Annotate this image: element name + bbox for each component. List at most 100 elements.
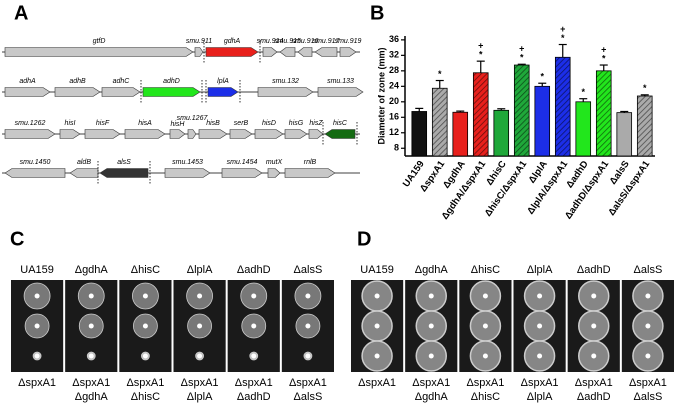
gene-arrow [314, 47, 338, 57]
gene-label: hisH [170, 121, 185, 128]
y-tick-label: 8 [394, 143, 399, 153]
bar-hatch [637, 96, 653, 156]
gene-label: rnlB [304, 159, 317, 166]
strain-label: ΔhisC [131, 264, 160, 276]
gene-arrow [207, 87, 239, 97]
gene-label: smu.1262 [15, 120, 46, 127]
bar-hatch [514, 65, 530, 156]
gene-arrow [142, 87, 201, 97]
significance-star: * [520, 53, 524, 63]
y-tick-label: 36 [389, 34, 399, 44]
colony [34, 353, 40, 359]
colony [305, 353, 311, 359]
colony [645, 293, 651, 299]
y-tick-label: 12 [389, 127, 399, 137]
strain-label: ΔspxA1 [72, 377, 110, 389]
bar [411, 111, 428, 157]
colony [537, 323, 543, 329]
y-tick-label: 24 [389, 81, 399, 91]
gene-label: hisD [262, 120, 276, 127]
gene-arrow [229, 129, 253, 139]
gene-arrow [284, 129, 308, 139]
gene-label: smu.1453 [172, 159, 203, 166]
strain-label: ΔlplA [187, 264, 213, 276]
gene-arrow [339, 47, 357, 57]
colony [197, 353, 203, 359]
significance-plus: + [478, 41, 483, 51]
gene-label: smu.917 [313, 38, 341, 45]
colony [482, 353, 488, 359]
strain-label: ΔgdhA [415, 264, 449, 276]
strain-label: ΔspxA1 [575, 377, 613, 389]
colony [591, 353, 597, 359]
gene-arrow [284, 168, 336, 178]
gene-arrow [257, 87, 314, 97]
gene-label: adhD [163, 78, 180, 85]
colony [645, 323, 651, 329]
gene-arrow [308, 129, 324, 139]
gene-label: hisG [289, 120, 304, 127]
gene-label: smu.919 [335, 38, 362, 45]
gene-arrow [124, 129, 166, 139]
significance-star: * [561, 33, 565, 43]
gene-label: smu.911 [186, 38, 212, 45]
gene-arrow [54, 87, 101, 97]
gene-label: hisB [206, 120, 220, 127]
colony [34, 293, 40, 299]
strain-label: ΔadhD [237, 264, 271, 276]
y-tick-label: 20 [389, 96, 399, 106]
colony [482, 293, 488, 299]
bar [493, 109, 510, 157]
gene-label: hisI [65, 120, 76, 127]
gene-label: smu.1450 [20, 159, 51, 166]
colony [88, 293, 94, 299]
gene-label: smu.1454 [227, 159, 258, 166]
colony [197, 323, 203, 329]
strain-label: ΔlplA [187, 391, 213, 403]
colony [374, 323, 380, 329]
bar-hatch [596, 70, 612, 156]
gene-label: adhC [113, 78, 131, 85]
gene-arrow [297, 47, 313, 57]
significance-plus: + [519, 44, 524, 54]
gene-arrow [169, 129, 186, 139]
colony [428, 323, 434, 329]
colony [88, 323, 94, 329]
strain-label: ΔalsS [634, 391, 663, 403]
strain-label: ΔspxA1 [235, 377, 273, 389]
strain-label: ΔhisC [471, 391, 500, 403]
y-axis-label: Diameter of zone (mm) [376, 47, 386, 144]
panel-letter: B [370, 2, 384, 24]
strain-label: ΔlplA [527, 391, 553, 403]
strain-label: ΔspxA1 [289, 377, 327, 389]
gene-label: adhB [69, 78, 86, 85]
strain-label: ΔgdhA [75, 264, 109, 276]
significance-star: * [602, 53, 606, 63]
strain-label: ΔspxA1 [466, 377, 504, 389]
colony [251, 293, 257, 299]
gene-label: hisA [138, 120, 152, 127]
gene-label: alsS [117, 159, 131, 166]
strain-label: ΔgdhA [75, 391, 109, 403]
colony [251, 353, 257, 359]
colony [197, 293, 203, 299]
gene-label: gtfD [93, 38, 106, 45]
gene-arrow [4, 129, 56, 139]
gene-arrow [324, 129, 356, 139]
colony [251, 323, 257, 329]
colony [142, 323, 148, 329]
bar [616, 112, 633, 157]
strain-label: ΔalsS [294, 391, 323, 403]
colony [305, 293, 311, 299]
panel-letter: A [14, 2, 28, 24]
gene-arrow [187, 129, 197, 139]
strain-label: ΔspxA1 [358, 377, 396, 389]
significance-plus: + [601, 44, 606, 54]
gene-label: smu.914 [257, 38, 284, 45]
gene-label: adhA [19, 78, 36, 85]
gene-arrow [59, 129, 81, 139]
strain-label: ΔadhD [577, 264, 611, 276]
gene-label: lplA [217, 78, 229, 85]
strain-label: ΔhisC [131, 391, 160, 403]
significance-star: * [643, 83, 647, 93]
